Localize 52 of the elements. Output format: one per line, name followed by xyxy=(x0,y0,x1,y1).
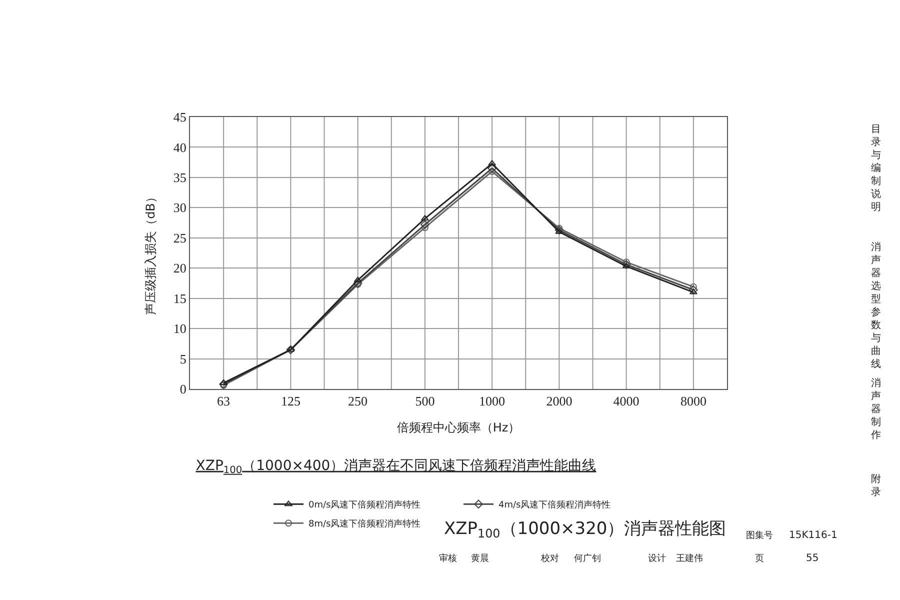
point xyxy=(488,168,496,175)
y-tick-label: 20 xyxy=(173,260,186,276)
y-tick-label: 45 xyxy=(173,110,186,125)
point xyxy=(421,224,428,232)
text: XZP$_{100}$（1000×320）消声器性能图 xyxy=(444,519,726,541)
y-tick-label: 0 xyxy=(180,382,186,397)
y-tick-label: 30 xyxy=(173,200,186,216)
text: 设计 xyxy=(648,553,666,564)
y-tick-label: 10 xyxy=(173,321,186,336)
x-tick-label: 1000 xyxy=(479,394,506,409)
y-tick-label: 25 xyxy=(173,230,186,246)
x-tick-label: 2000 xyxy=(546,394,572,409)
text: 图集号 xyxy=(746,530,773,541)
text: 校对 xyxy=(540,553,559,564)
text: XZP$_{100}$（1000×400）消声器在不同风速下倍频程消声性能曲线 xyxy=(196,458,596,476)
text: 何广钊 xyxy=(574,553,601,564)
y-tick-label: 40 xyxy=(173,140,186,155)
point xyxy=(354,276,362,282)
y-tick-label: 15 xyxy=(173,290,186,306)
text: 黄晨 xyxy=(471,553,489,564)
point xyxy=(622,262,630,268)
x-tick-label: 4000 xyxy=(613,394,640,409)
point xyxy=(690,283,697,290)
text: 消声器选型参数与曲线 xyxy=(871,242,881,370)
x-tick-label: 8000 xyxy=(680,394,706,409)
x-tick-label: 250 xyxy=(348,394,368,409)
point xyxy=(554,226,564,234)
text: 消声器制作 xyxy=(870,377,881,441)
legend-label: 4m/s风速下倍频程消声特性 xyxy=(498,500,611,511)
text: 15K116-1 xyxy=(789,530,838,541)
x-tick-label: 500 xyxy=(415,394,435,409)
y-tick-label: 5 xyxy=(180,351,186,366)
point xyxy=(555,228,564,234)
point xyxy=(689,288,698,294)
text: 55 xyxy=(806,553,819,564)
text: 审核 xyxy=(439,553,457,564)
point xyxy=(420,215,429,221)
point xyxy=(488,160,496,166)
x-tick-label: 125 xyxy=(280,394,300,409)
legend-label: 0m/s风速下倍频程消声特性 xyxy=(308,500,421,511)
text: 附录 xyxy=(871,473,881,498)
point xyxy=(420,220,430,229)
y-axis-title: 声压级插入损失（dB） xyxy=(144,191,158,315)
text: 页 xyxy=(755,554,764,564)
text: 王建伟 xyxy=(676,553,703,564)
legend-label: 8m/s风速下倍频程消声特性 xyxy=(308,518,421,530)
x-axis-title: 倍频程中心频率（Hz） xyxy=(396,420,520,434)
x-tick-label: 63 xyxy=(217,394,230,409)
text: 目录与编制说明 xyxy=(871,124,881,213)
y-tick-label: 35 xyxy=(173,170,186,185)
point xyxy=(220,379,228,385)
point xyxy=(689,285,698,294)
